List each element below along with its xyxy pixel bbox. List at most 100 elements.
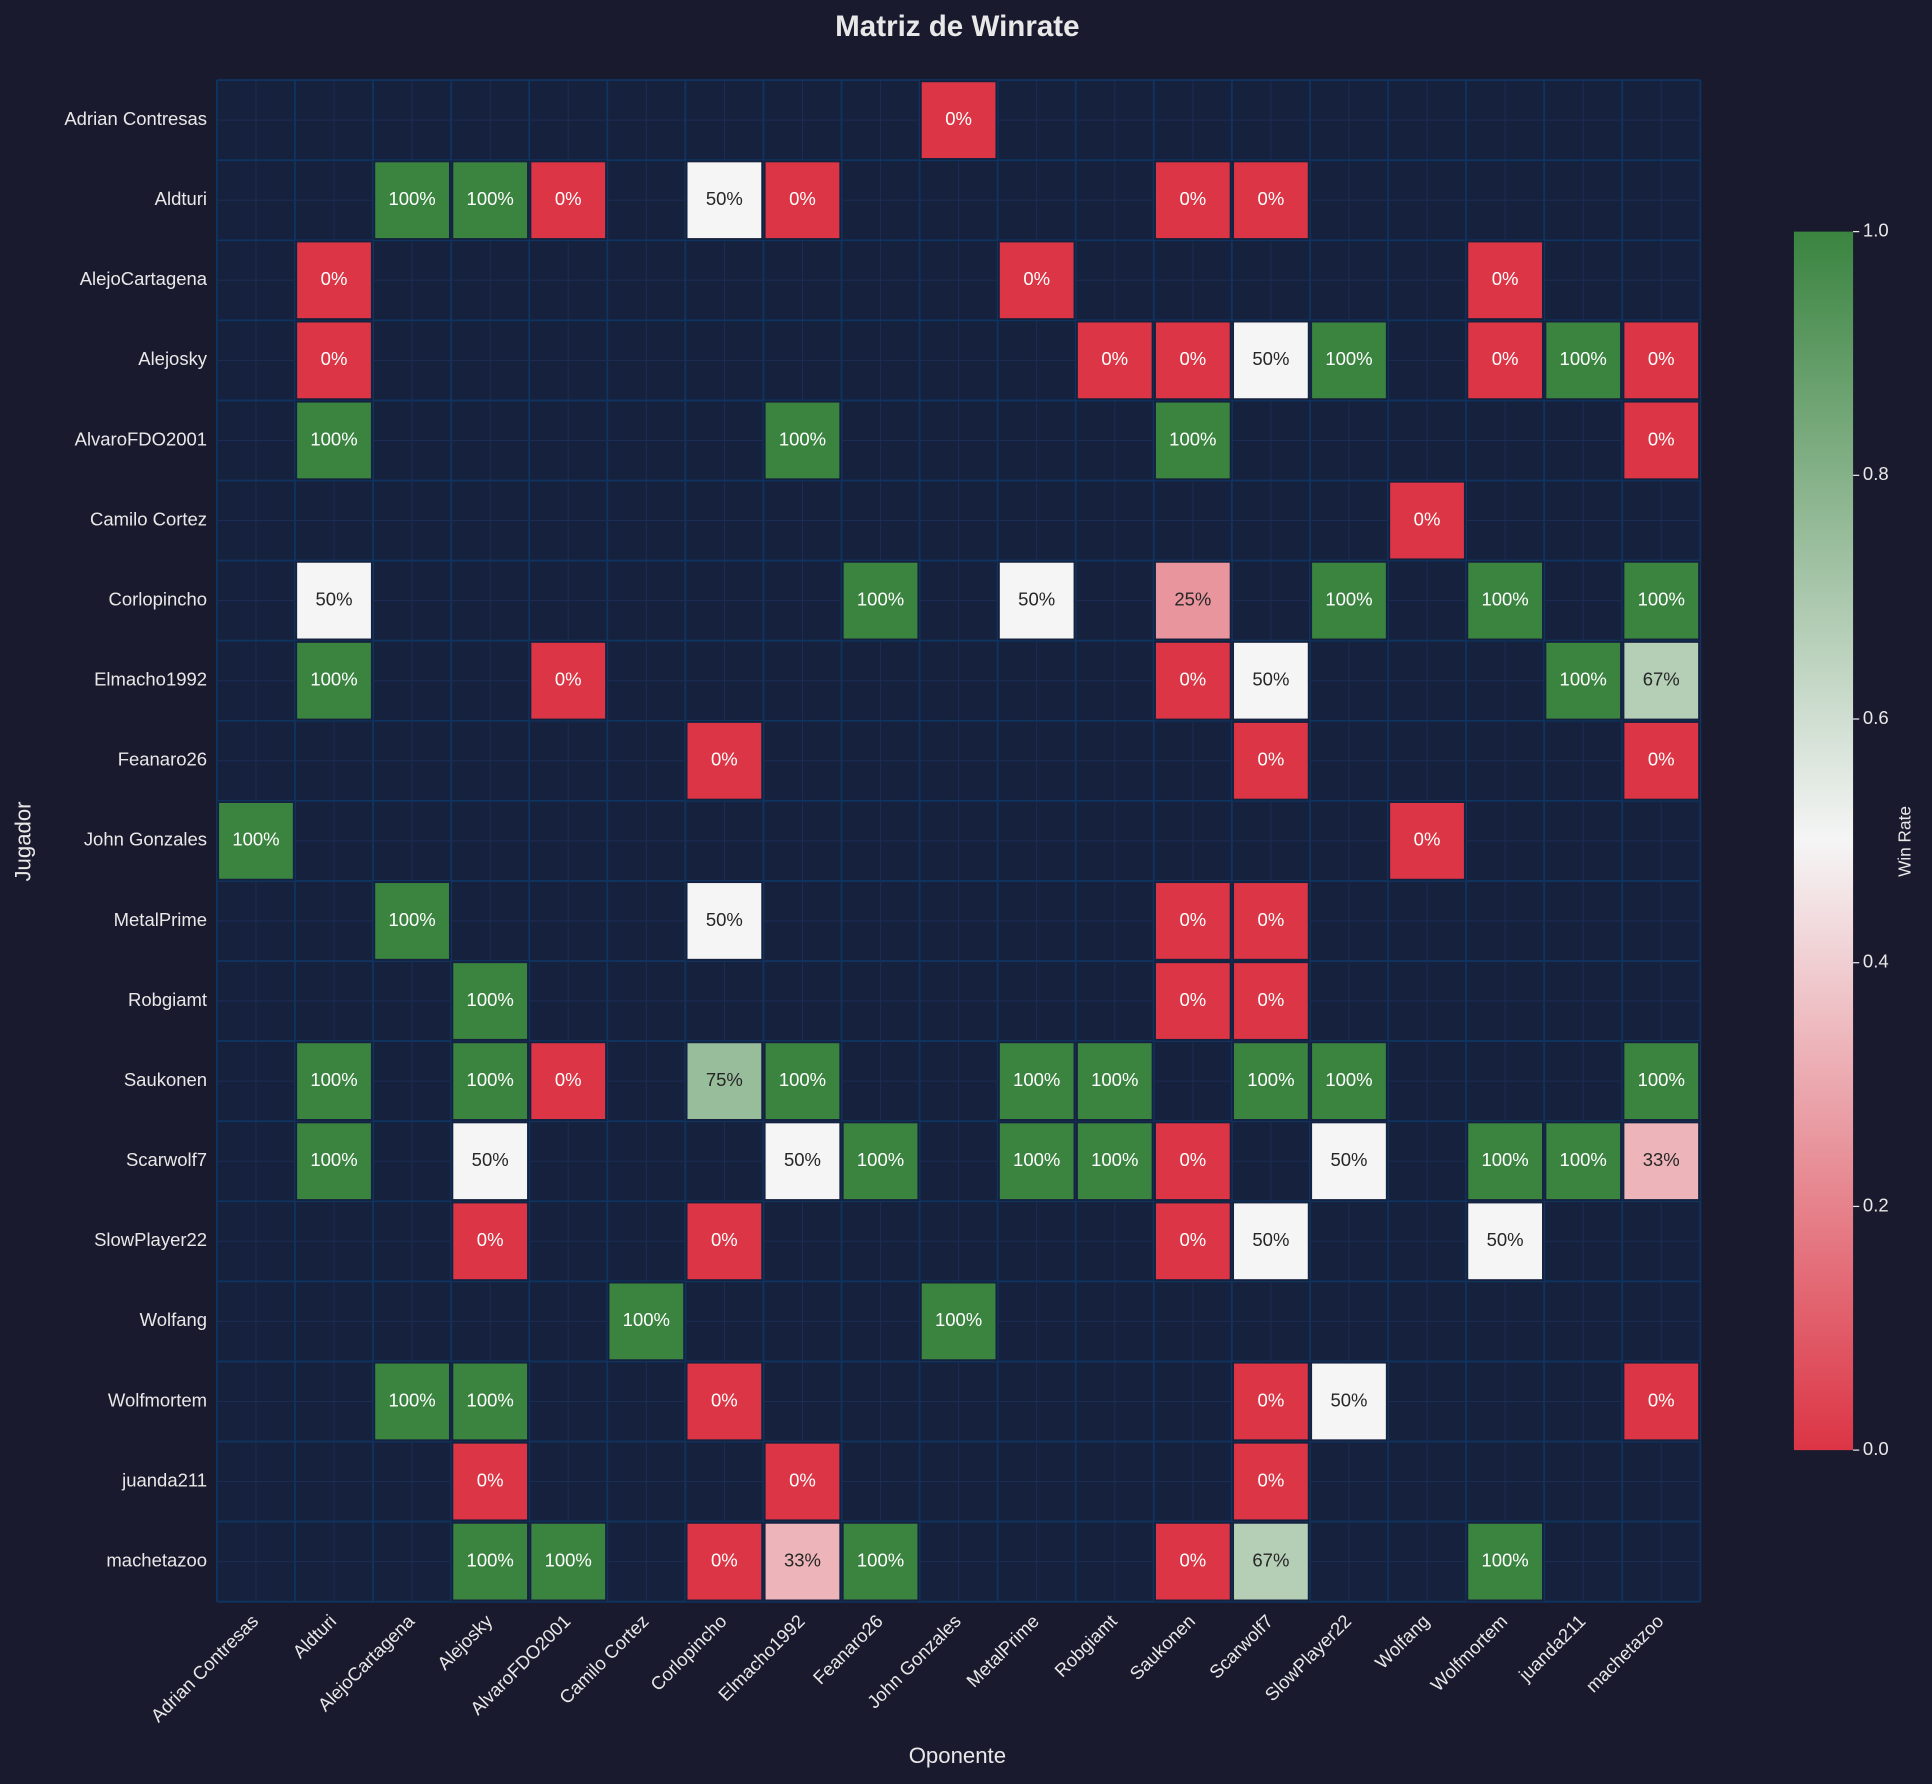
cell-label: 50%: [1252, 348, 1289, 369]
colorbar-tick-label: 0.2: [1863, 1194, 1889, 1215]
cell-label: 0%: [789, 1469, 816, 1490]
cell-label: 100%: [1560, 669, 1607, 690]
cell-label: 0%: [1101, 348, 1128, 369]
cell-label: 0%: [1492, 268, 1519, 289]
cell-label: 50%: [1330, 1389, 1367, 1410]
heatmap-cell: [1622, 1121, 1700, 1201]
cell-label: 100%: [1091, 1069, 1138, 1090]
cell-label: 100%: [467, 1069, 514, 1090]
heatmap-cell: [763, 1121, 842, 1201]
heatmap-cell: [1622, 1361, 1700, 1442]
cell-label: 100%: [857, 1149, 904, 1170]
heatmap-cell: [841, 560, 920, 641]
heatmap-cell: [763, 400, 842, 481]
cell-label: 100%: [1638, 1069, 1685, 1090]
heatmap-cell: [997, 1041, 1076, 1121]
cell-label: 0%: [1179, 1149, 1206, 1170]
colorbar-tick-label: 0.6: [1863, 707, 1889, 728]
cell-label: 50%: [1018, 588, 1055, 609]
cell-label: 100%: [310, 428, 357, 449]
cell-label: 0%: [711, 1229, 738, 1250]
colorbar-label: Win Rate: [1895, 806, 1915, 877]
cell-label: 100%: [623, 1309, 670, 1330]
heatmap-cell: [1154, 1201, 1232, 1282]
heatmap-cell: [1154, 160, 1232, 240]
heatmap-cell: [1232, 640, 1310, 721]
heatmap-cell: [1232, 320, 1310, 401]
cell-label: 0%: [1023, 268, 1050, 289]
cell-label: 100%: [857, 588, 904, 609]
heatmap-cell: [451, 1041, 529, 1121]
y-axis-label: Jugador: [11, 801, 36, 882]
heatmap-cell: [373, 881, 451, 961]
y-tick-label: Aldturi: [155, 188, 207, 209]
colorbar-tick-label: 0.0: [1863, 1438, 1889, 1459]
heatmap-cell: [1310, 320, 1388, 401]
cell-label: 0%: [321, 348, 348, 369]
heatmap-cell: [685, 881, 764, 961]
cell-label: 100%: [1481, 1549, 1528, 1570]
cell-label: 50%: [1487, 1229, 1524, 1250]
heatmap-cell: [1466, 1201, 1544, 1282]
y-tick-label: Adrian Contresas: [64, 108, 207, 129]
heatmap-cell: [1310, 560, 1388, 641]
heatmap-cell: [529, 160, 607, 240]
cell-label: 75%: [706, 1069, 743, 1090]
heatmap-cell: [763, 160, 842, 240]
cell-label: 0%: [711, 1389, 738, 1410]
heatmap-cell: [685, 721, 764, 801]
cell-label: 0%: [711, 749, 738, 770]
cell-label: 100%: [310, 1149, 357, 1170]
heatmap-cell: [1544, 640, 1622, 721]
heatmap-cell: [685, 160, 764, 240]
colorbar: [1793, 231, 1854, 1451]
y-tick-label: Alejosky: [138, 348, 208, 369]
heatmap-cell: [295, 320, 373, 401]
cell-label: 0%: [1648, 428, 1675, 449]
cell-label: 100%: [779, 428, 826, 449]
heatmap-cell: [217, 801, 295, 881]
cell-label: 100%: [467, 1549, 514, 1570]
heatmap-cell: [373, 1361, 451, 1442]
cell-label: 100%: [1013, 1149, 1060, 1170]
heatmap-cell: [1232, 160, 1310, 240]
cell-label: 100%: [1325, 1069, 1372, 1090]
cell-label: 0%: [1648, 1389, 1675, 1410]
cell-label: 0%: [1179, 669, 1206, 690]
heatmap-cell: [295, 400, 373, 481]
heatmap-cell: [295, 560, 373, 641]
cell-label: 0%: [789, 188, 816, 209]
y-tick-label: SlowPlayer22: [94, 1229, 207, 1250]
cell-label: 100%: [1325, 348, 1372, 369]
cell-label: 100%: [1560, 1149, 1607, 1170]
heatmap-cell: [1154, 1121, 1232, 1201]
y-tick-label: Elmacho1992: [94, 669, 207, 690]
cell-label: 0%: [1258, 989, 1285, 1010]
heatmap-cell: [1388, 801, 1466, 881]
heatmap-cell: [1232, 961, 1310, 1041]
cell-label: 0%: [1258, 1389, 1285, 1410]
cell-label: 0%: [1414, 829, 1441, 850]
cell-label: 0%: [1179, 348, 1206, 369]
x-axis-label: Oponente: [909, 1743, 1006, 1768]
heatmap-cell: [997, 560, 1076, 641]
cell-label: 100%: [388, 1389, 435, 1410]
colorbar-tick-label: 0.8: [1863, 463, 1889, 484]
heatmap-cell: [529, 1041, 607, 1121]
cell-label: 100%: [388, 188, 435, 209]
cell-label: 50%: [316, 588, 353, 609]
heatmap-cell: [1154, 1521, 1232, 1602]
y-tick-label: AlejoCartagena: [80, 268, 208, 289]
y-tick-label: Scarwolf7: [126, 1149, 207, 1170]
heatmap-cell: [763, 1041, 842, 1121]
cell-label: 100%: [1481, 588, 1528, 609]
heatmap-cell: [841, 1521, 920, 1602]
heatmap-cell: [451, 1201, 529, 1282]
heatmap-cell: [1154, 881, 1232, 961]
cell-label: 0%: [1648, 348, 1675, 369]
heatmap-cell: [685, 1521, 764, 1602]
cell-label: 50%: [1252, 669, 1289, 690]
cell-label: 100%: [1560, 348, 1607, 369]
y-tick-label: Corlopincho: [108, 588, 207, 609]
